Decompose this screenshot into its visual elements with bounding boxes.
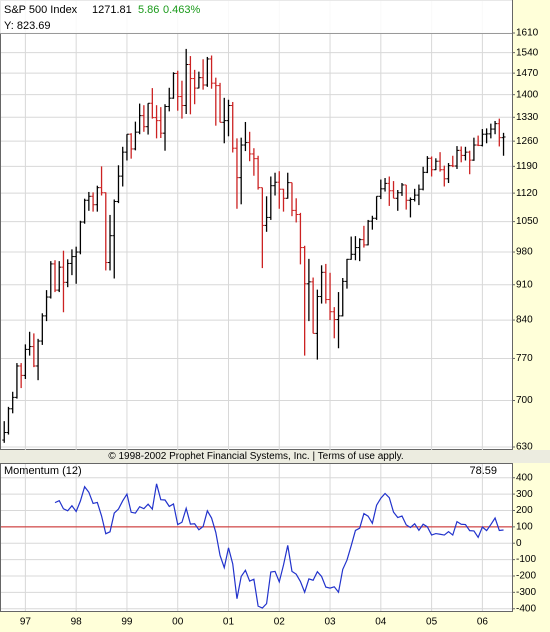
copyright-bar <box>0 450 550 463</box>
momentum-last-value: 78.59 <box>469 465 497 477</box>
y-tick-label: 770 <box>516 353 533 364</box>
index-title: S&P 500 Index <box>4 4 78 16</box>
x-tick-label: 00 <box>172 617 184 628</box>
y-tick-label: 1120 <box>516 188 538 199</box>
last-price: 1271.81 <box>92 4 132 16</box>
y-tick-label: 1330 <box>516 112 539 123</box>
y-tick-label: -300 <box>516 587 536 598</box>
y-tick-label: -400 <box>516 603 536 614</box>
x-tick-label: 99 <box>121 617 133 628</box>
y-tick-label: 400 <box>516 472 533 483</box>
x-tick-label: 97 <box>20 617 32 628</box>
x-tick-label: 98 <box>71 617 83 628</box>
y-tick-label: 980 <box>516 247 533 258</box>
x-tick-label: 04 <box>375 617 387 628</box>
momentum-title: Momentum (12) <box>4 465 82 477</box>
price-panel <box>0 0 513 450</box>
momentum-panel <box>0 463 513 612</box>
y-tick-label: 910 <box>516 279 533 290</box>
y-tick-label: 100 <box>516 521 533 532</box>
y-tick-label: 700 <box>516 395 533 406</box>
y-tick-label: 1470 <box>516 68 539 79</box>
cursor-value: Y: 823.69 <box>4 20 51 32</box>
price-change-percent: 0.463% <box>163 4 201 16</box>
y-tick-label: -100 <box>516 554 536 565</box>
marks <box>1 48 512 609</box>
y-tick-label: 300 <box>516 489 533 500</box>
y-tick-label: 840 <box>516 315 533 326</box>
y-tick-label: -200 <box>516 571 536 582</box>
x-tick-label: 01 <box>223 617 235 628</box>
y-tick-label: 630 <box>516 442 533 453</box>
momentum-line <box>54 483 504 609</box>
y-tick-label: 1050 <box>516 216 539 227</box>
y-tick-label: 1190 <box>516 161 538 172</box>
x-tick-label: 06 <box>477 617 489 628</box>
y-tick-label: 1400 <box>516 89 539 100</box>
y-tick-label: 0 <box>516 538 522 549</box>
y-tick-label: 1610 <box>516 28 539 39</box>
price-change: 5.86 <box>138 4 159 16</box>
header-strip <box>0 0 512 33</box>
x-tick-label: 03 <box>324 617 336 628</box>
y-tick-label: 1540 <box>516 47 539 58</box>
x-tick-label: 05 <box>426 617 438 628</box>
y-tick-label: 200 <box>516 505 533 516</box>
x-tick-label: 02 <box>274 617 286 628</box>
y-tick-label: 1260 <box>516 136 539 147</box>
copyright: © 1998-2002 Prophet Financial Systems, I… <box>108 451 403 462</box>
